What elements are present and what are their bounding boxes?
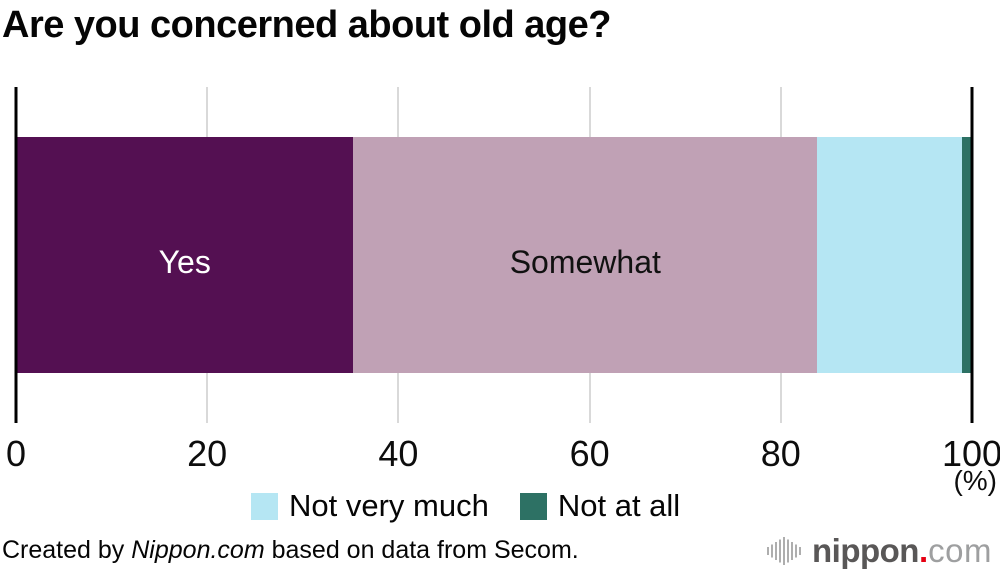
axis-line-0 [14,87,18,423]
stacked-bar: Yes Somewhat [16,137,972,373]
soundwave-icon [767,537,801,565]
segment-label-somewhat: Somewhat [509,243,661,280]
bar-segment-yes: Yes [16,137,354,373]
legend-label: Not very much [289,488,489,523]
attribution-suffix: based on data from Secom. [264,536,579,564]
x-tick-label-60: 60 [569,433,610,474]
plot-area: Yes Somewhat 0 20 40 60 80 100 [6,87,1000,474]
nippon-com-logo: nippon.com [767,534,992,568]
logo-text-com: com [928,532,992,569]
bar-segment-not-very-much [817,137,963,373]
legend: Not very much Not at all [251,488,680,524]
legend-item-not-at-all: Not at all [519,488,681,524]
axis-line-100 [970,87,974,423]
logo-text-nippon: nippon [812,532,919,569]
axis-unit-label: (%) [953,465,997,496]
segment-label-yes: Yes [158,243,211,280]
legend-item-not-very-much: Not very much [251,488,489,524]
legend-swatch [519,492,547,520]
legend-label: Not at all [557,488,681,523]
legend-swatch [251,492,278,520]
attribution-prefix: Created by [2,536,132,564]
x-tick-label-80: 80 [760,433,801,474]
chart-title: Are you concerned about old age? [2,4,611,46]
x-tick-label-0: 0 [5,433,27,474]
x-axis-ticks: 0 20 40 60 80 100 [6,433,1000,474]
attribution-brand: Nippon.com [131,536,265,564]
x-tick-label-20: 20 [187,433,228,474]
bar-segment-not-at-all [962,137,972,373]
logo-red-dot: . [918,532,929,569]
x-tick-label-40: 40 [378,433,419,474]
attribution-text: Created by Nippon.com based on data from… [2,536,579,565]
bar-segment-somewhat: Somewhat [353,137,818,373]
x-tick-label-100: 100 [941,433,1000,474]
